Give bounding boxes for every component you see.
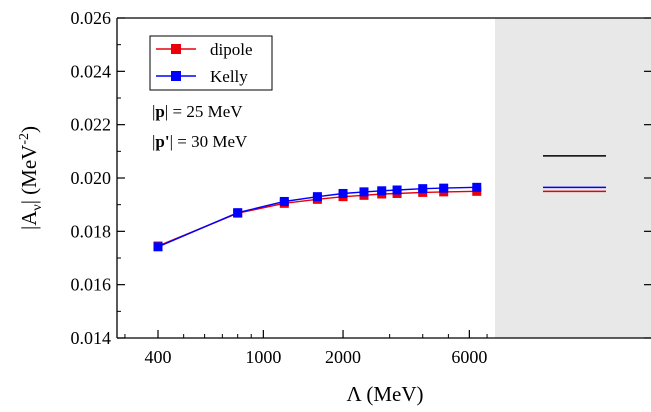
y-tick-label: 0.024 (71, 61, 112, 81)
x-tick-label: 6000 (451, 347, 487, 367)
y-tick-label: 0.022 (71, 115, 112, 135)
data-point-kelly (418, 184, 428, 194)
data-point-kelly (233, 208, 243, 218)
data-point-kelly (439, 183, 449, 193)
y-tick-label: 0.026 (71, 8, 112, 28)
data-point-kelly (153, 242, 163, 252)
y-tick-label: 0.016 (71, 275, 112, 295)
legend-marker-kelly (171, 71, 181, 81)
y-tick-label: 0.014 (71, 328, 112, 348)
x-axis-ticks: 400 1000 2000 6000 (124, 330, 488, 367)
y-axis-title: |Aν| (MeV-2) (17, 126, 45, 230)
annotation-p-prime: |p'| = 30 MeV (152, 132, 248, 151)
data-point-kelly (472, 182, 482, 192)
annotation-p: |p| = 25 MeV (152, 102, 243, 121)
y-tick-label: 0.018 (71, 221, 112, 241)
legend-label-kelly: Kelly (210, 67, 248, 86)
data-point-kelly (312, 192, 322, 202)
plot-frame (116, 17, 651, 339)
data-point-kelly (392, 185, 402, 195)
data-point-kelly (359, 187, 369, 197)
legend-label-dipole: dipole (210, 40, 253, 59)
legend-marker-dipole (171, 44, 181, 54)
data-point-kelly (338, 188, 348, 198)
series-layer (153, 182, 482, 252)
x-axis-title: Λ (MeV) (346, 382, 423, 406)
x-tick-label: 400 (145, 347, 172, 367)
x-tick-label: 2000 (325, 347, 361, 367)
x-tick-label: 1000 (245, 347, 281, 367)
legend-box (149, 35, 273, 91)
data-point-kelly (377, 186, 387, 196)
data-point-kelly (279, 196, 289, 206)
legend: dipole Kelly (149, 35, 273, 91)
y-tick-label: 0.020 (71, 168, 112, 188)
y-axis-ticks: 0.014 0.016 0.018 0.020 0.022 0.024 0.026 (71, 8, 651, 348)
limit-lines (543, 155, 606, 193)
limit-panel-background (495, 18, 651, 338)
